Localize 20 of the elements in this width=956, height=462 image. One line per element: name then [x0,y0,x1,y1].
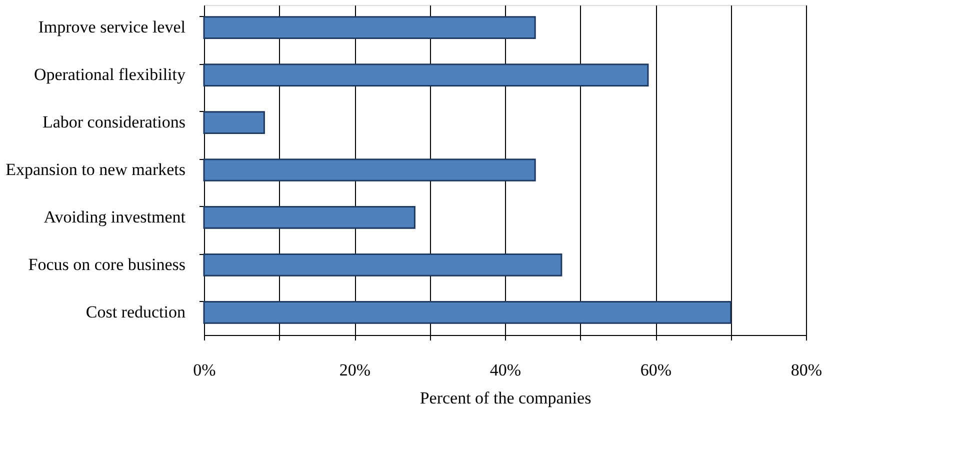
y-tick-label: Cost reduction [86,302,186,322]
x-tick-label: 40% [490,360,522,380]
y-tick-label: Improve service level [38,18,186,37]
bar [203,64,649,86]
bar [203,16,536,39]
y-tick-label: Labor considerations [42,112,186,132]
x-tick-label: 0% [193,360,216,380]
x-tick-label: 80% [790,360,822,380]
bar [203,158,536,182]
x-axis-title: Percent of the companies [420,388,592,408]
x-tick-label: 20% [339,360,371,380]
bar [203,254,562,276]
bar [203,206,416,229]
bar [203,111,265,134]
y-tick-label: Avoiding investment [44,207,186,226]
y-tick-label: Operational flexibility [34,65,186,84]
x-tick-label: 60% [640,360,672,380]
bar [203,301,732,324]
y-tick-label: Focus on core business [28,254,186,274]
y-tick-label: Expansion to new markets [6,160,186,179]
